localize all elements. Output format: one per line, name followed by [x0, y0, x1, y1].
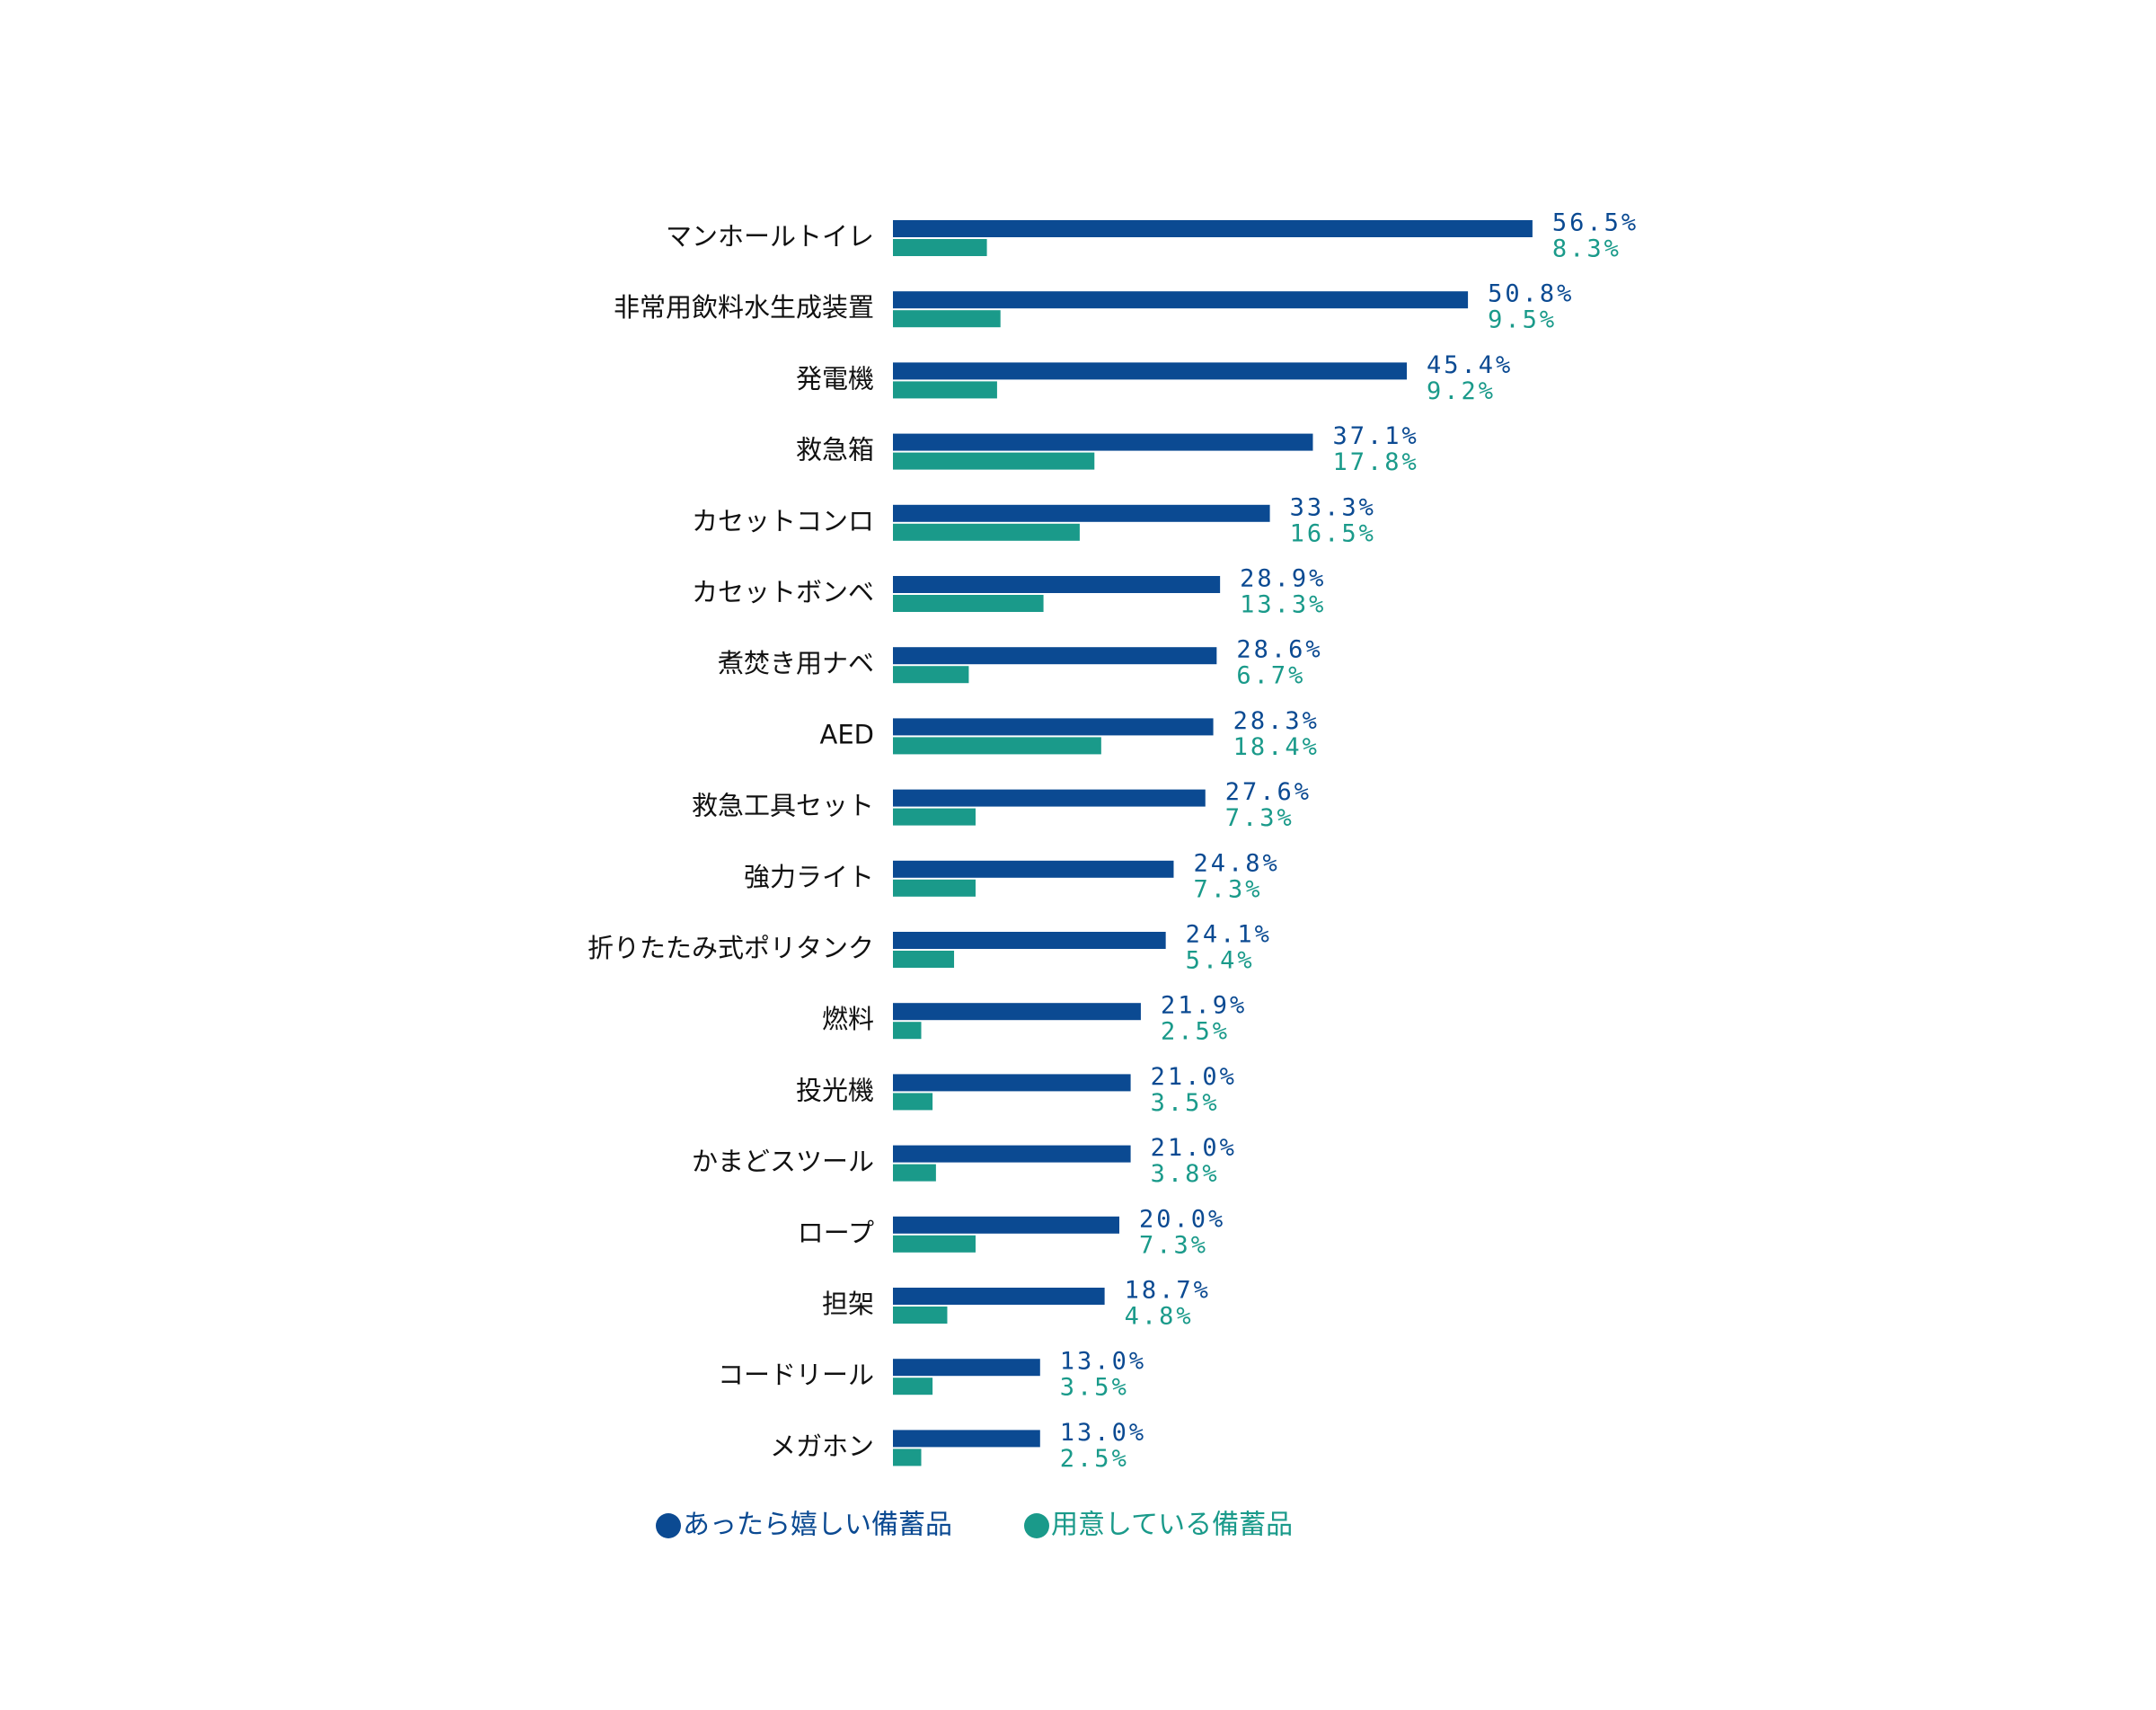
category-label: 救急箱 — [796, 435, 874, 465]
value-label: 9.5% — [1488, 306, 1557, 334]
value-label: 5.4% — [1186, 947, 1255, 975]
value-label: 13.0% — [1060, 1348, 1146, 1376]
bar — [893, 1378, 933, 1395]
value-label: 37.1% — [1332, 422, 1418, 450]
value-label: 33.3% — [1290, 493, 1376, 521]
bar — [893, 576, 1221, 593]
value-label: 24.8% — [1193, 849, 1279, 877]
value-label: 21.0% — [1151, 1063, 1237, 1091]
value-label: 17.8% — [1332, 448, 1418, 476]
bar — [893, 310, 1001, 328]
bar — [893, 1430, 1040, 1448]
bar — [893, 808, 976, 826]
value-label: 28.6% — [1236, 636, 1322, 664]
value-label: 9.2% — [1427, 377, 1496, 405]
bar — [893, 1288, 1105, 1305]
value-label: 21.9% — [1161, 992, 1247, 1020]
bar — [893, 860, 1174, 878]
category-label: カセットコンロ — [692, 506, 874, 536]
category-label: 投光機 — [796, 1075, 874, 1105]
bar — [893, 1235, 976, 1253]
value-label: 27.6% — [1225, 778, 1312, 806]
bar — [893, 1022, 922, 1040]
bar — [893, 291, 1469, 309]
value-label: 3.5% — [1060, 1374, 1129, 1402]
legend-marker — [656, 1513, 681, 1538]
value-label: 4.8% — [1125, 1303, 1194, 1331]
bar — [893, 504, 1270, 522]
category-label: 折りたたみ式ポリタンク — [588, 933, 874, 963]
value-label: 2.5% — [1060, 1445, 1129, 1473]
bar — [893, 1449, 922, 1466]
category-label: 煮焚き用ナベ — [718, 648, 874, 678]
value-label: 28.9% — [1240, 565, 1326, 593]
category-label: 発電機 — [796, 363, 874, 394]
category-label: 救急工具セット — [692, 791, 874, 821]
value-label: 2.5% — [1161, 1018, 1230, 1046]
bar — [893, 666, 969, 684]
bar — [893, 433, 1313, 451]
bar — [893, 381, 997, 399]
bar — [893, 362, 1408, 380]
bar — [893, 452, 1095, 470]
category-label: 担架 — [822, 1289, 874, 1319]
category-label: AED — [820, 719, 875, 749]
value-label: 45.4% — [1427, 351, 1513, 379]
category-label: 強力ライト — [744, 862, 874, 892]
value-label: 56.5% — [1552, 209, 1639, 237]
bar — [893, 1145, 1131, 1163]
value-label: 3.5% — [1151, 1089, 1220, 1117]
category-label: 非常用飲料水生成装置 — [614, 292, 874, 323]
value-label: 3.8% — [1151, 1160, 1220, 1188]
bar — [893, 932, 1166, 949]
bar — [893, 789, 1206, 807]
value-label: 18.7% — [1125, 1277, 1211, 1305]
value-label: 50.8% — [1488, 280, 1574, 308]
value-label: 13.3% — [1240, 591, 1326, 619]
bar — [893, 1074, 1131, 1092]
value-label: 21.0% — [1151, 1134, 1237, 1162]
bar — [893, 1359, 1040, 1377]
value-label: 6.7% — [1236, 662, 1305, 690]
value-label: 18.4% — [1233, 733, 1320, 761]
category-label: 燃料 — [822, 1004, 874, 1034]
bar — [893, 523, 1080, 541]
bar — [893, 1307, 948, 1324]
value-label: 7.3% — [1225, 804, 1294, 832]
category-label: かまどスツール — [692, 1147, 874, 1177]
legend-marker — [1024, 1513, 1049, 1538]
category-label: マンホールトイレ — [666, 221, 874, 252]
bar — [893, 1164, 936, 1182]
bar — [893, 718, 1214, 736]
value-label: 24.1% — [1186, 921, 1272, 949]
value-label: 8.3% — [1552, 235, 1621, 263]
legend-label: あったら嬉しい備蓄品 — [683, 1510, 952, 1541]
legend-label: 用意している備蓄品 — [1051, 1510, 1293, 1541]
value-label: 7.3% — [1193, 875, 1262, 903]
value-label: 20.0% — [1139, 1205, 1225, 1233]
bar — [893, 239, 987, 256]
category-label: カセットボンベ — [692, 577, 874, 607]
bar — [893, 595, 1044, 612]
value-label: 16.5% — [1290, 519, 1376, 547]
category-label: コードリール — [718, 1360, 874, 1390]
value-label: 13.0% — [1060, 1419, 1146, 1447]
category-label: ロープ — [798, 1218, 874, 1248]
bar — [893, 647, 1217, 665]
value-label: 7.3% — [1139, 1231, 1208, 1259]
bar — [893, 1216, 1119, 1234]
bar — [893, 879, 976, 897]
bar — [893, 1003, 1141, 1021]
bar — [893, 1093, 933, 1111]
value-label: 28.3% — [1233, 707, 1320, 735]
category-label: メガホン — [770, 1431, 874, 1461]
bar — [893, 737, 1101, 755]
bar — [893, 220, 1533, 237]
bar — [893, 951, 955, 968]
